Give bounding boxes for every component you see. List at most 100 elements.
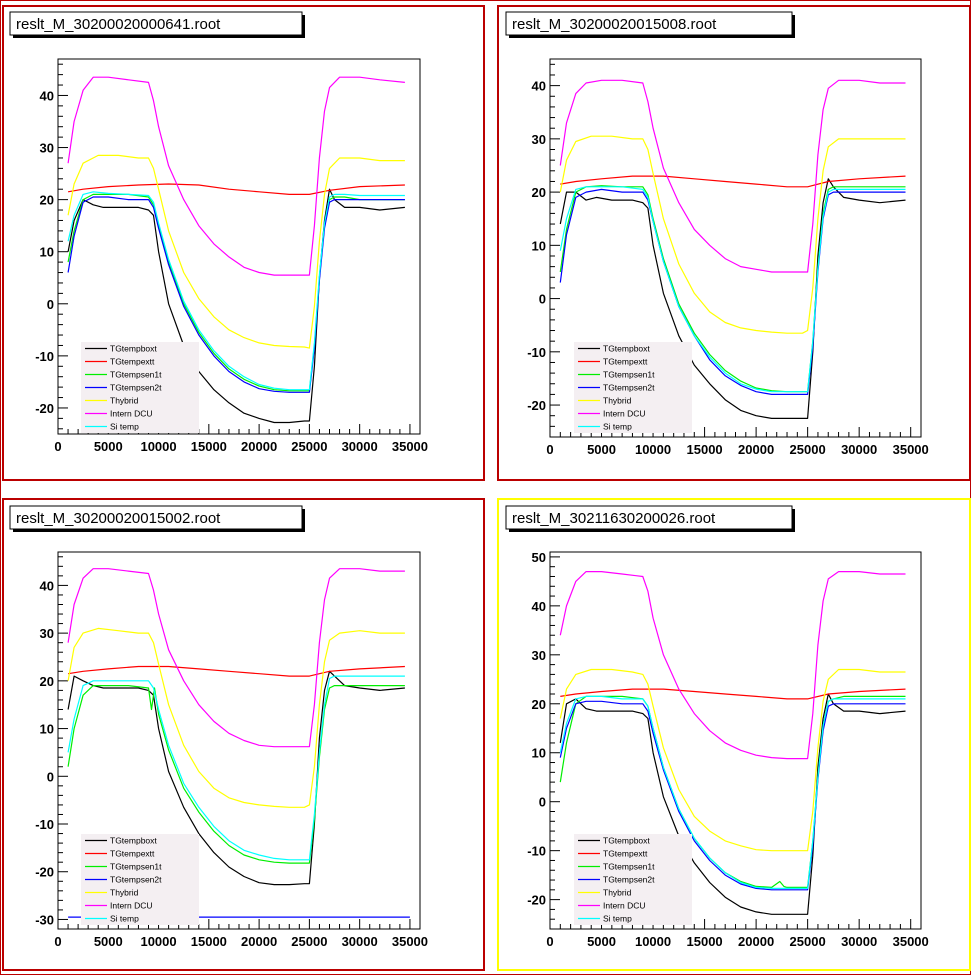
series-group <box>559 79 906 419</box>
series-line-tgtempextt <box>68 665 405 677</box>
y-tick-label: 50 <box>532 550 546 565</box>
chart-pad-2[interactable]: 0 5000 10000 15000 20000 25000 30000 35000 -20 -1… <box>497 5 971 481</box>
chart-title: reslt_M_30200020015002.root <box>16 510 221 527</box>
legend-label: TGtempsen2t <box>603 875 655 885</box>
chart-pad-4[interactable]: 0 5000 10000 15000 20000 25000 30000 35000 -20 -1… <box>497 498 971 971</box>
x-tick-label: 35000 <box>893 934 929 949</box>
x-tick-label: 25000 <box>291 439 327 454</box>
x-tick-label: 10000 <box>635 934 671 949</box>
legend: TGtempboxt TGtempextt TGtempsen1t TGtempsen… <box>81 342 199 433</box>
y-tick-label: 40 <box>532 79 546 94</box>
chart-pad-1[interactable]: 0 5000 10000 15000 20000 25000 30000 35000 -20 -1… <box>2 5 485 481</box>
legend-label: TGtempsen1t <box>603 862 655 872</box>
x-tick-label: 35000 <box>893 442 929 457</box>
legend-label: TGtempboxt <box>603 344 650 354</box>
title-box <box>9 505 303 530</box>
x-tick-label: 5000 <box>587 442 616 457</box>
series-line-si-temp <box>559 186 906 393</box>
series-line-si-temp <box>559 695 906 890</box>
x-tick-label: 20000 <box>241 934 277 949</box>
legend-label: TGtempextt <box>603 357 648 367</box>
x-tick-label: 30000 <box>342 934 378 949</box>
legend-label: Thybrid <box>603 396 632 406</box>
legend-label: Si temp <box>603 914 632 924</box>
series-line-tgtempsen1t <box>67 684 405 864</box>
y-tick-label: 20 <box>40 674 54 689</box>
x-tick-label: 10000 <box>140 934 176 949</box>
legend-label: Thybrid <box>603 888 632 898</box>
y-tick-label: 10 <box>40 245 54 260</box>
y-tick-label: 0 <box>539 795 546 810</box>
series-line-thybrid <box>67 154 405 349</box>
series-line-si-temp <box>67 191 405 391</box>
x-tick-label: 25000 <box>790 442 826 457</box>
y-tick-label: 0 <box>47 297 54 312</box>
series-line-tgtempboxt <box>67 188 405 424</box>
legend-label: TGtempsen1t <box>110 370 162 380</box>
x-tick-label: 0 <box>546 442 553 457</box>
y-tick-label: -20 <box>35 401 54 416</box>
title-box <box>9 11 303 36</box>
x-tick-label: 35000 <box>392 439 428 454</box>
legend-label: TGtempboxt <box>603 836 650 846</box>
legend-label: TGtempextt <box>603 849 648 859</box>
series-line-tgtempextt <box>560 175 906 188</box>
y-tick-label: 40 <box>40 88 54 103</box>
series-line-tgtempextt <box>560 688 906 700</box>
x-tick-label: 10000 <box>140 439 176 454</box>
y-tick-label: -10 <box>527 844 546 859</box>
x-tick-label: 30000 <box>841 934 877 949</box>
series-line-thybrid <box>559 135 906 334</box>
y-tick-label: -30 <box>35 912 54 927</box>
y-tick-label: 30 <box>40 141 54 156</box>
x-tick-label: 20000 <box>241 439 277 454</box>
x-tick-label: 25000 <box>291 934 327 949</box>
x-tick-label: 30000 <box>342 439 378 454</box>
series-line-tgtempboxt <box>559 693 906 915</box>
legend-label: TGtempsen1t <box>603 370 655 380</box>
legend: TGtempboxt TGtempextt TGtempsen1t TGtempsen… <box>574 342 692 433</box>
series-line-tgtempextt <box>67 183 405 195</box>
y-tick-label: -20 <box>35 865 54 880</box>
legend-label: TGtempsen2t <box>110 383 162 393</box>
x-tick-label: 5000 <box>94 934 123 949</box>
title-box <box>505 505 793 530</box>
x-tick-label: 15000 <box>191 439 227 454</box>
legend-label: Si temp <box>110 422 139 432</box>
legend-label: Intern DCU <box>110 901 153 911</box>
y-tick-label: 10 <box>40 722 54 737</box>
chart-pad-3[interactable]: 0 5000 10000 15000 20000 25000 30000 35000 -30 -2… <box>2 498 485 971</box>
legend-label: Intern DCU <box>603 409 646 419</box>
legend-label: Intern DCU <box>603 901 646 911</box>
y-tick-label: 20 <box>532 185 546 200</box>
x-tick-label: 25000 <box>790 934 826 949</box>
series-line-si-temp <box>67 675 405 861</box>
series-line-tgtempsen2t <box>67 196 405 393</box>
legend-label: TGtempsen2t <box>603 383 655 393</box>
y-tick-label: 20 <box>40 193 54 208</box>
y-tick-label: 0 <box>47 769 54 784</box>
x-tick-label: 20000 <box>738 934 774 949</box>
x-tick-label: 30000 <box>841 442 877 457</box>
legend-label: Si temp <box>110 914 139 924</box>
chart-title: reslt_M_30200020015008.root <box>512 16 717 33</box>
chart-title: reslt_M_30211630200026.root <box>512 510 716 527</box>
y-tick-label: 40 <box>532 599 546 614</box>
x-tick-label: 35000 <box>392 934 428 949</box>
y-tick-label: 30 <box>532 648 546 663</box>
x-tick-label: 0 <box>546 934 553 949</box>
title-box <box>505 11 793 36</box>
y-tick-label: 0 <box>539 292 546 307</box>
y-tick-label: -10 <box>35 817 54 832</box>
legend-label: TGtempsen1t <box>110 862 162 872</box>
series-line-tgtempsen2t <box>559 700 906 891</box>
y-tick-label: 40 <box>40 578 54 593</box>
x-tick-label: 15000 <box>687 442 723 457</box>
series-group <box>559 570 906 915</box>
x-tick-label: 20000 <box>738 442 774 457</box>
legend: TGtempboxt TGtempextt TGtempsen1t TGtempsen… <box>574 834 692 925</box>
x-tick-label: 5000 <box>94 439 123 454</box>
x-tick-label: 0 <box>54 934 61 949</box>
y-tick-label: 10 <box>532 746 546 761</box>
legend-label: Si temp <box>603 422 632 432</box>
